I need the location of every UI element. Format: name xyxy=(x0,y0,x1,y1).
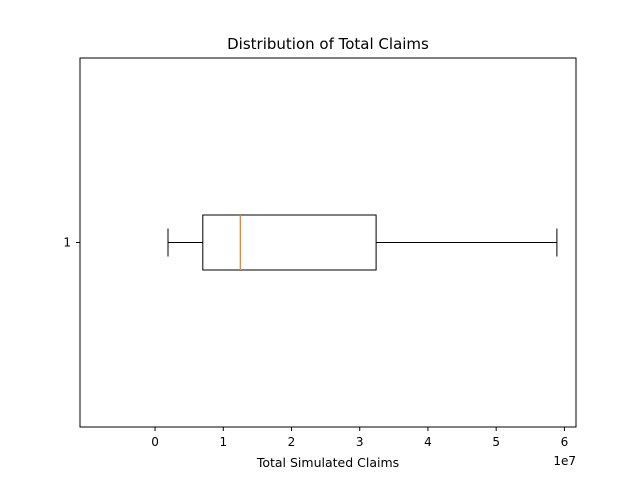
x-tick-label: 3 xyxy=(356,435,364,449)
iqr-box xyxy=(202,214,377,271)
x-tick-label: 6 xyxy=(561,435,569,449)
boxplot-group xyxy=(167,214,558,271)
x-axis-scale-label: 1e7 xyxy=(553,454,576,468)
x-tick-label: 1 xyxy=(219,435,227,449)
x-tick-label: 0 xyxy=(151,435,159,449)
x-tick-label: 5 xyxy=(492,435,500,449)
x-tick-label: 4 xyxy=(424,435,432,449)
x-axis-ticks: 0 1 2 3 4 5 6 xyxy=(151,427,568,449)
x-tick-label: 2 xyxy=(288,435,296,449)
y-axis-ticks: 1 xyxy=(63,236,80,250)
y-tick-label: 1 xyxy=(63,236,71,250)
x-axis-label: Total Simulated Claims xyxy=(256,455,399,470)
chart-title: Distribution of Total Claims xyxy=(227,35,429,53)
